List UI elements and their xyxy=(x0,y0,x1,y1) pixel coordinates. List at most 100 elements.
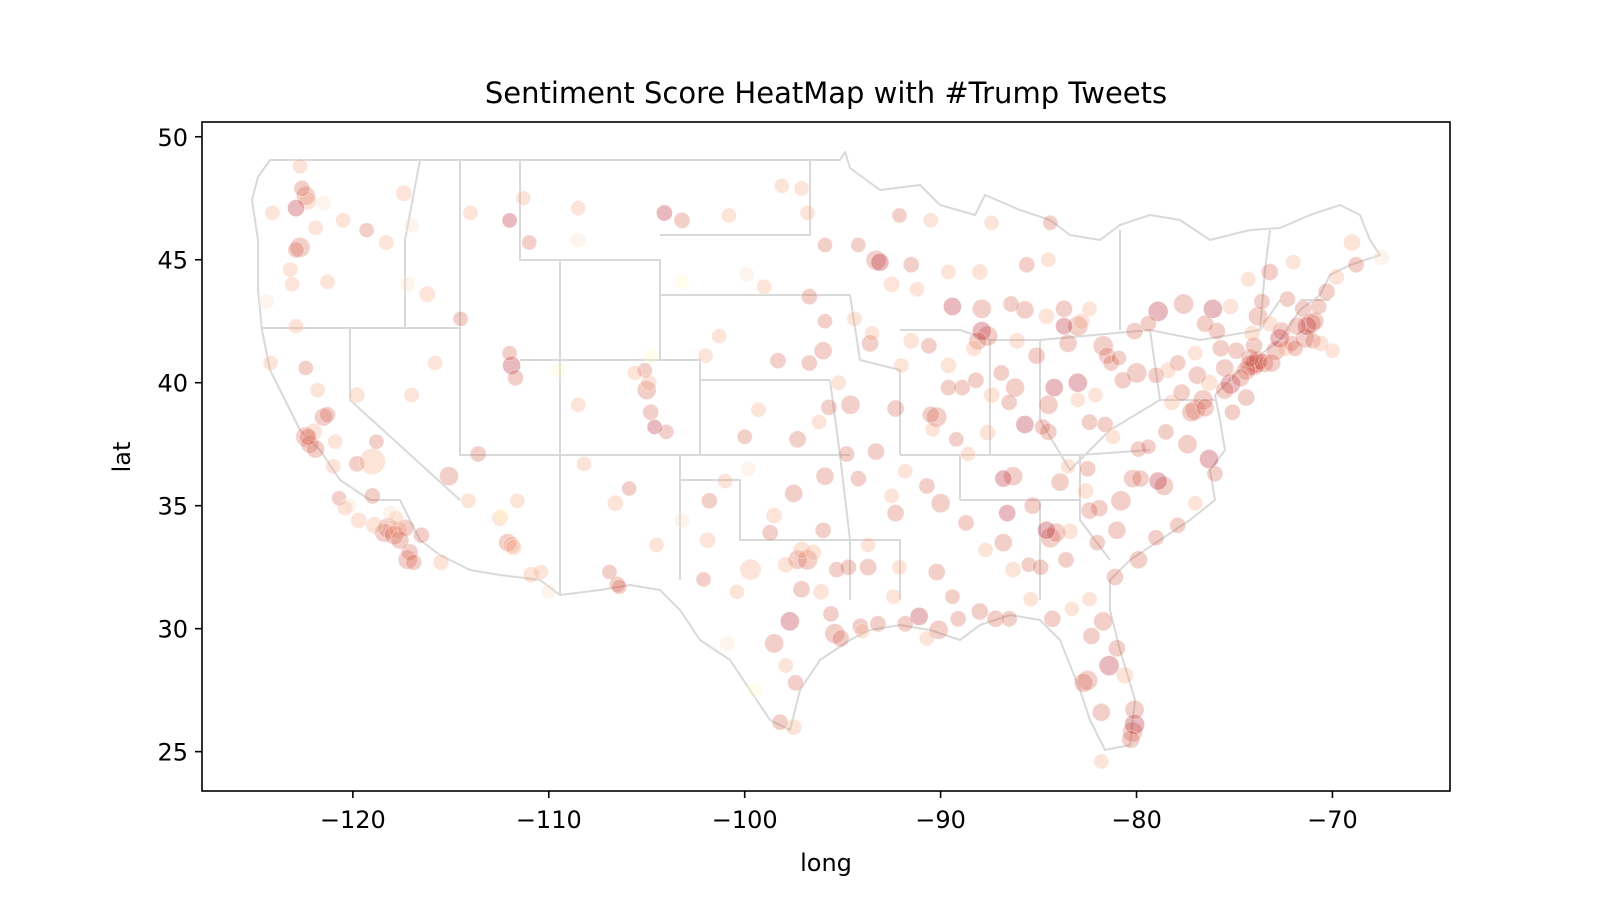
data-point xyxy=(1073,672,1094,693)
data-point xyxy=(891,559,908,576)
data-point xyxy=(784,483,804,503)
data-point xyxy=(262,355,279,371)
data-point xyxy=(817,237,833,253)
data-point xyxy=(986,609,1005,628)
data-point xyxy=(1195,398,1215,418)
x-tick-label: −110 xyxy=(516,806,582,834)
data-point xyxy=(295,185,316,206)
data-point xyxy=(1169,517,1187,534)
data-point xyxy=(1077,482,1094,500)
data-point xyxy=(793,180,810,197)
data-point xyxy=(601,564,618,580)
data-point xyxy=(1061,522,1079,540)
data-point xyxy=(817,313,833,330)
data-point xyxy=(893,357,910,374)
data-point xyxy=(469,445,487,463)
data-point xyxy=(909,607,929,626)
data-point xyxy=(1187,495,1204,512)
data-point xyxy=(1123,469,1142,489)
data-point xyxy=(397,549,418,570)
data-point xyxy=(1005,377,1025,398)
data-point xyxy=(1106,568,1124,586)
data-point xyxy=(306,439,326,459)
y-axis-label: lat xyxy=(108,442,136,473)
data-point xyxy=(1040,251,1057,268)
data-point xyxy=(462,205,479,221)
data-point xyxy=(1082,627,1101,645)
data-point xyxy=(1231,368,1250,388)
data-point xyxy=(944,588,961,605)
data-point xyxy=(1064,601,1080,617)
data-point xyxy=(297,360,314,376)
us-outline xyxy=(251,151,1381,751)
data-point xyxy=(307,219,324,236)
data-point xyxy=(1124,714,1145,735)
plot-axes: −120 −110 −100 −90 −80 −70 25 30 35 40 45 50 xyxy=(157,121,1451,834)
chart-title: Sentiment Score HeatMap with #Trump Twee… xyxy=(485,76,1167,110)
data-point xyxy=(363,487,381,505)
data-point xyxy=(1130,440,1147,458)
data-point xyxy=(1038,307,1055,325)
data-point xyxy=(460,492,477,509)
data-point xyxy=(1265,340,1286,361)
data-point xyxy=(337,500,353,517)
data-point xyxy=(287,241,305,259)
data-point xyxy=(840,394,861,415)
data-point xyxy=(729,583,745,600)
data-point xyxy=(1169,354,1187,372)
data-point xyxy=(378,234,395,251)
data-point xyxy=(1139,315,1157,333)
data-point xyxy=(940,379,957,397)
data-point xyxy=(1261,315,1279,333)
data-point xyxy=(1102,354,1120,372)
data-point xyxy=(1081,413,1098,431)
data-point xyxy=(1236,360,1257,381)
data-point xyxy=(921,405,940,424)
data-point xyxy=(658,423,675,440)
x-tick-label: −120 xyxy=(320,806,386,834)
data-point xyxy=(960,446,976,462)
data-point xyxy=(1248,350,1268,371)
data-point xyxy=(1347,256,1365,274)
data-point xyxy=(771,713,789,731)
data-point xyxy=(533,564,549,580)
data-point xyxy=(697,347,714,364)
data-point xyxy=(1131,469,1150,488)
data-point xyxy=(811,414,827,431)
data-point xyxy=(550,362,567,379)
y-tick-label: 35 xyxy=(157,493,188,521)
data-point xyxy=(970,602,989,621)
data-point xyxy=(1111,350,1127,367)
data-point xyxy=(403,387,420,403)
data-point xyxy=(953,379,971,397)
data-point xyxy=(327,433,344,450)
data-point xyxy=(493,507,510,524)
data-point xyxy=(509,492,526,509)
data-point xyxy=(756,278,773,295)
data-point xyxy=(769,352,787,370)
data-point xyxy=(642,347,659,364)
x-tick-label: −80 xyxy=(1111,806,1162,834)
data-point xyxy=(1020,556,1037,573)
data-point xyxy=(288,318,304,335)
data-point xyxy=(822,605,840,623)
data-point xyxy=(998,504,1017,522)
data-point xyxy=(1237,388,1256,407)
data-point xyxy=(824,623,846,644)
data-point xyxy=(924,421,941,438)
data-point xyxy=(1018,256,1036,274)
data-point xyxy=(1108,639,1126,658)
y-tick-label: 25 xyxy=(157,739,188,767)
data-point xyxy=(576,455,592,472)
data-point xyxy=(886,399,905,418)
data-point xyxy=(983,214,1000,231)
data-point xyxy=(979,424,996,442)
data-point xyxy=(298,191,318,211)
data-point xyxy=(636,362,653,379)
data-point xyxy=(1091,702,1111,722)
data-point xyxy=(1081,591,1098,608)
data-point xyxy=(800,354,818,372)
data-point xyxy=(1220,373,1241,395)
tweet-points xyxy=(258,158,1390,770)
data-point xyxy=(1300,313,1322,335)
